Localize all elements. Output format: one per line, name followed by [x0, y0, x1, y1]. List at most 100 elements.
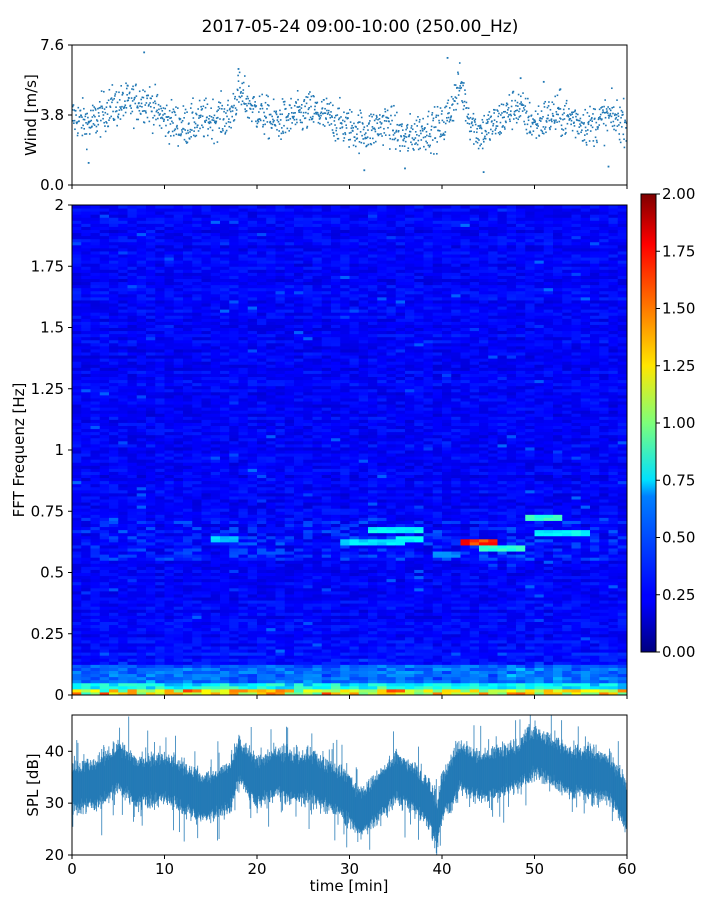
wind-point [175, 126, 178, 128]
wind-point [415, 119, 418, 122]
spectrogram-cell [201, 296, 212, 301]
spectrogram-cell [192, 495, 202, 500]
spectrogram-cell [257, 502, 267, 506]
wind-point [559, 88, 562, 91]
spectrogram-cell [173, 554, 184, 558]
wind-point [452, 98, 454, 100]
spectrogram-cell [164, 664, 175, 668]
spectrogram-cell [146, 581, 156, 586]
spectrogram-cell [72, 211, 82, 215]
wind-point [467, 117, 469, 119]
spectrogram-cell [220, 639, 230, 644]
spectrogram-cell [164, 352, 175, 356]
spectrogram-cell [99, 272, 110, 276]
wind-point [282, 132, 285, 134]
wind-point [440, 113, 443, 115]
spectrogram-cell [210, 339, 221, 344]
spectrogram-cell [127, 257, 138, 261]
spectrogram-cell [164, 667, 175, 671]
wind-point [503, 116, 505, 119]
spectrogram-cell [257, 544, 267, 549]
spectrogram-cell [118, 385, 128, 390]
wind-point [422, 136, 425, 139]
wind-point [201, 124, 203, 127]
spectrogram-cell [136, 327, 147, 332]
spectrogram-cell [81, 483, 91, 488]
spectrogram-cell [155, 367, 165, 371]
spectrogram-cell [183, 379, 193, 384]
spectrogram-cell [99, 477, 110, 482]
spectrogram-cell [99, 232, 110, 237]
spectrogram-cell [72, 437, 82, 442]
spectrogram-cell [136, 606, 147, 610]
spectrogram-cell [220, 208, 230, 212]
wind-point [488, 138, 491, 140]
spectrogram-cell [72, 336, 82, 341]
wind-point [400, 135, 403, 138]
wind-point [353, 122, 355, 125]
spectrogram-cell [90, 306, 101, 310]
spectrogram-cell [266, 597, 276, 601]
wind-point [214, 121, 216, 124]
spectrogram-cell [210, 679, 221, 684]
wind-point [143, 110, 145, 112]
spectrogram-cell [183, 514, 193, 518]
spectrogram-cell [164, 364, 175, 368]
wind-point [396, 123, 399, 126]
spectrogram-cell [183, 526, 193, 531]
spectrogram-cell [173, 235, 184, 240]
spectrogram-cell [229, 465, 239, 469]
spectrogram-cell [257, 284, 267, 289]
spectrogram-cell [72, 220, 82, 224]
spectrogram-cell [257, 339, 267, 344]
spectrogram-cell [99, 590, 110, 595]
spectrogram-cell [164, 318, 175, 322]
wind-point [499, 121, 502, 124]
spectrogram-cell [127, 355, 138, 359]
spectrogram-cell [173, 587, 184, 592]
spectrogram-cell [90, 272, 101, 276]
wind-point [416, 125, 419, 127]
wind-point [78, 120, 80, 122]
spectrogram-cell [72, 364, 82, 368]
spectrogram-cell [118, 431, 128, 436]
spectrogram-cell [183, 658, 193, 662]
spectrogram-cell [183, 373, 193, 377]
spectrogram-cell [201, 211, 212, 215]
spectrogram-cell [99, 541, 110, 546]
wind-point [204, 120, 206, 122]
spectrogram-cell [72, 489, 82, 494]
spectrogram-cell [136, 321, 147, 325]
spectrogram-cell [201, 272, 212, 276]
wind-point [193, 130, 195, 132]
spectrogram-cell [109, 462, 119, 466]
spectrogram-cell [136, 609, 147, 613]
spectrogram-cell [146, 560, 156, 564]
spectrogram-cell [173, 254, 184, 258]
spectrogram-cell [136, 303, 147, 307]
wind-point [296, 121, 298, 124]
wind-point [615, 113, 618, 116]
spectrogram-cell [155, 480, 165, 485]
wind-point [580, 121, 583, 123]
wind-point [335, 114, 337, 117]
spectrogram-cell [99, 618, 110, 622]
spectrogram-cell [127, 443, 138, 448]
spectrogram-cell [247, 529, 258, 534]
wind-point [241, 95, 243, 97]
spectrogram-cell [229, 682, 239, 687]
spectrogram-cell [257, 290, 267, 295]
wind-point [562, 108, 565, 111]
spectrogram-cell [173, 293, 184, 298]
spectrogram-cell [183, 272, 193, 276]
spectrogram-cell [238, 370, 249, 374]
spectrogram-cell [173, 523, 184, 528]
spectrogram-cell [81, 636, 91, 641]
spectrogram-cell [81, 682, 91, 687]
spectrogram-cell [201, 566, 212, 570]
wind-point [611, 125, 614, 128]
spectrogram-cell [146, 649, 156, 653]
spectrogram-cell [266, 443, 276, 448]
spectrogram-cell [201, 339, 212, 344]
spectrogram-cell [238, 355, 249, 359]
